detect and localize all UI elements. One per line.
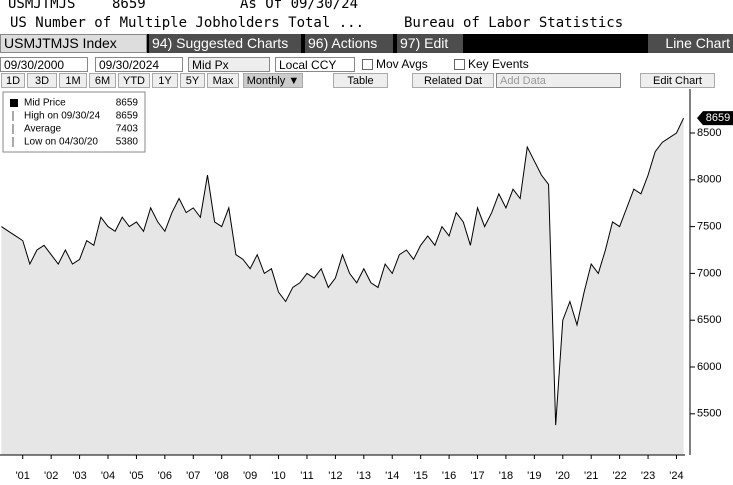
- line: [1, 117, 685, 426]
- x-tick-label: '15: [413, 470, 427, 482]
- y-tick-label: 6500: [697, 314, 721, 326]
- legend-label: High on 09/30/24: [24, 111, 101, 122]
- legend-label: Mid Price: [24, 98, 66, 109]
- ticker: USMJTMJS: [8, 0, 76, 12]
- y-tick-label: 8000: [697, 174, 721, 186]
- x-tick-label: '10: [271, 470, 285, 482]
- period[interactable]: Monthly ▼: [243, 73, 303, 88]
- source: Bureau of Labor Statistics: [404, 15, 624, 31]
- chart-kind[interactable]: Line Chart: [648, 34, 733, 53]
- x-tick-label: '06: [158, 470, 172, 482]
- last-value-tag: [697, 111, 733, 126]
- related-button[interactable]: Related Dat: [412, 73, 494, 88]
- edit-button[interactable]: 97) Edit: [397, 34, 463, 53]
- x-tick-label: '18: [499, 470, 513, 482]
- legend-value: 8659: [116, 98, 139, 109]
- y-tick-label: 7500: [697, 221, 721, 233]
- x-tick-label: '16: [442, 470, 456, 482]
- x-tick-label: '14: [385, 470, 399, 482]
- legend-value: 7403: [116, 124, 139, 135]
- x-tick-label: '12: [328, 470, 342, 482]
- add-data[interactable]: Add Data: [496, 73, 621, 88]
- series-name: US Number of Multiple Jobholders Total .…: [10, 15, 365, 31]
- last-value-label: 8659: [706, 112, 730, 124]
- legend-value: 5380: [116, 137, 139, 148]
- x-tick-label: '17: [470, 470, 484, 482]
- x-tick-label: '22: [612, 470, 626, 482]
- x-tick-label: '09: [243, 470, 257, 482]
- chart: 8659 5500 6000 6500 7000 7500 8000 8500 '01 '02 '0…: [0, 89, 733, 482]
- x-tick-label: '20: [556, 470, 570, 482]
- y-tick-label: 8500: [697, 127, 721, 139]
- legend: Mid Price 8659 High on 09/30/24 8659 Average…: [2, 91, 146, 153]
- checkbox[interactable]: [362, 59, 373, 70]
- last-value: 8659: [112, 0, 146, 12]
- legend-box: [2, 91, 146, 153]
- legend-value: 8659: [116, 111, 139, 122]
- field[interactable]: Mid Px: [188, 57, 270, 72]
- start-date[interactable]: 09/30/2000: [0, 57, 88, 72]
- y-tick-label: 7000: [697, 267, 721, 279]
- x-tick-label: '02: [44, 470, 58, 482]
- x-tick-label: '07: [186, 470, 200, 482]
- range-button[interactable]: YTD: [118, 73, 150, 88]
- table-button[interactable]: Table: [333, 73, 388, 88]
- currency[interactable]: Local CCY: [275, 57, 355, 72]
- security-field[interactable]: USMJTMJS Index: [0, 34, 147, 53]
- x-tick-label: '13: [357, 470, 371, 482]
- legend-label: Low on 04/30/20: [24, 137, 98, 148]
- range-button[interactable]: Max: [207, 73, 239, 88]
- actions-button[interactable]: 96) Actions: [305, 34, 393, 53]
- x-tick-label: '08: [215, 470, 229, 482]
- x-tick-label: '21: [584, 470, 598, 482]
- end-date[interactable]: 09/30/2024: [95, 57, 183, 72]
- as-of: As Of 09/30/24: [240, 0, 359, 12]
- x-tick-label: '23: [641, 470, 655, 482]
- x-tick-label: '04: [101, 470, 115, 482]
- x-tick-label: '05: [129, 470, 143, 482]
- mov-avgs[interactable]: Mov Avgs: [376, 57, 428, 71]
- x-tick-label: '24: [669, 470, 683, 482]
- y-tick-label: 6000: [697, 361, 721, 373]
- edit-chart[interactable]: Edit Chart: [640, 73, 715, 88]
- x-tick-label: '03: [72, 470, 86, 482]
- range-button[interactable]: 3D: [27, 73, 57, 88]
- x-tick-label: '19: [527, 470, 541, 482]
- legend-swatch: [10, 99, 18, 107]
- range-button[interactable]: 6M: [89, 73, 116, 88]
- key-events[interactable]: Key Events: [468, 57, 529, 71]
- checkbox[interactable]: [454, 59, 465, 70]
- range-button[interactable]: 1D: [1, 73, 25, 88]
- legend-label: Average: [24, 124, 62, 135]
- suggested-button[interactable]: 94) Suggested Charts: [149, 34, 301, 53]
- range-button[interactable]: 1M: [59, 73, 87, 88]
- y-tick-label: 5500: [697, 408, 721, 420]
- range-button[interactable]: 5Y: [180, 73, 205, 88]
- x-tick-label: '01: [16, 470, 30, 482]
- x-tick-label: '11: [300, 470, 314, 482]
- range-button[interactable]: 1Y: [152, 73, 178, 88]
- area: [1, 118, 684, 456]
